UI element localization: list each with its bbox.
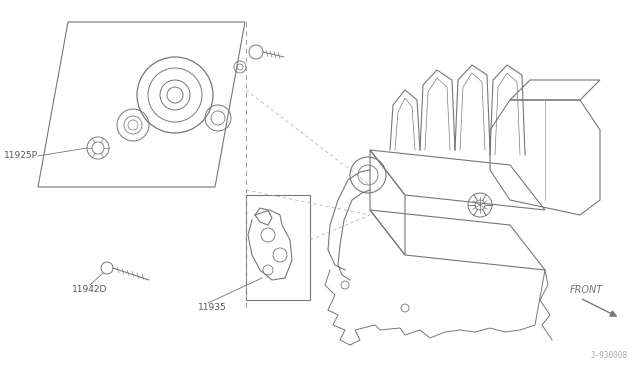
Text: 11935: 11935	[198, 304, 227, 312]
Text: 11925P: 11925P	[4, 151, 38, 160]
Text: 11942D: 11942D	[72, 285, 108, 295]
Text: FRONT: FRONT	[570, 285, 604, 295]
Text: J-930008: J-930008	[591, 351, 628, 360]
